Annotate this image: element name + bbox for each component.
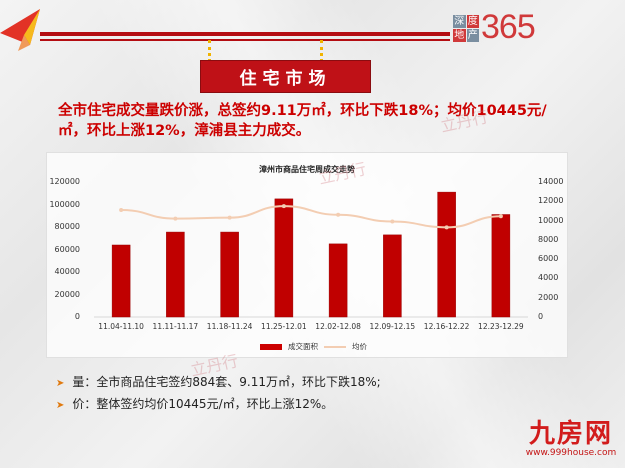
x-tick: 11.18-11.24 xyxy=(206,322,253,331)
brand-logo: 九房网 www.999house.com xyxy=(520,420,622,458)
line-marker xyxy=(227,215,232,220)
line-marker xyxy=(444,225,449,230)
bar xyxy=(437,191,456,318)
y-left-tick: 40000 xyxy=(54,267,80,276)
line-marker xyxy=(173,216,178,221)
y-right-tick: 14000 xyxy=(538,177,564,186)
bar xyxy=(491,214,511,318)
x-tick: 11.25-12.01 xyxy=(261,322,307,331)
arrow-right-icon: ➤ xyxy=(56,400,65,411)
logo-365: 深 度 地 产 365 xyxy=(453,8,623,48)
bullet-text: 价：整体签约均价10445元/㎡，环比上涨12%。 xyxy=(72,397,334,411)
y-right-tick: 0 xyxy=(538,312,544,321)
header-rule xyxy=(40,32,450,41)
y-left-tick: 100000 xyxy=(49,199,80,209)
legend-label-area: 成交面积 xyxy=(288,342,318,351)
y-left-tick: 120000 xyxy=(49,177,80,186)
legend-bar-swatch xyxy=(260,343,282,350)
headline: 全市住宅成交量跌价涨，总签约9.11万㎡，环比下跌18%；均价10445元/㎡，… xyxy=(58,103,547,139)
logo-number: 365 xyxy=(481,8,536,46)
y-right-tick: 10000 xyxy=(538,215,564,225)
y-right-tick: 6000 xyxy=(538,254,559,264)
brand-name: 九房网 xyxy=(528,419,613,449)
y-left-tick: 0 xyxy=(74,312,80,321)
bar xyxy=(111,244,131,318)
bullet-text: 量：全市商品住宅签约884套、9.11万㎡，环比下跌18%; xyxy=(72,375,381,389)
y-right-tick: 2000 xyxy=(538,292,559,302)
y-right-tick: 4000 xyxy=(538,273,559,283)
line-marker xyxy=(336,212,341,217)
line-marker xyxy=(281,204,286,209)
y-left-tick: 20000 xyxy=(54,289,80,299)
chart-title: 漳州市商品住宅周成交走势 xyxy=(259,165,355,174)
logo-box: 深 度 地 产 xyxy=(453,15,479,42)
brand-url: www.999house.com xyxy=(525,448,617,458)
paper-plane-icon xyxy=(0,9,40,51)
y-left-tick: 80000 xyxy=(54,222,80,231)
bullet-list: ➤ 量：全市商品住宅签约884套、9.11万㎡，环比下跌18%; ➤ 价：整体签约均… xyxy=(56,372,381,416)
x-tick: 12.23-12.29 xyxy=(478,322,524,331)
legend-label-price: 均价 xyxy=(352,342,367,351)
x-tick: 12.16-12.22 xyxy=(423,322,470,331)
line-marker xyxy=(390,219,395,224)
arrow-right-icon: ➤ xyxy=(56,378,65,389)
bullet-item: ➤ 价：整体签约均价10445元/㎡，环比上涨12%。 xyxy=(56,394,381,416)
x-tick: 12.02-12.08 xyxy=(315,322,361,331)
bar xyxy=(328,243,348,318)
line-marker xyxy=(498,214,503,219)
logo-char: 地 xyxy=(453,29,466,42)
bar xyxy=(166,231,185,318)
line-marker xyxy=(119,207,124,212)
bar xyxy=(220,231,239,318)
x-tick: 12.09-12.15 xyxy=(369,322,416,331)
section-title: 住宅市场 xyxy=(200,60,371,93)
bar xyxy=(383,234,402,318)
x-tick: 11.11-11.17 xyxy=(152,322,199,331)
rope-left-icon xyxy=(208,40,212,62)
chart-legend: 成交面积 均价 xyxy=(260,341,367,352)
rope-right-icon xyxy=(320,40,324,62)
chart-panel: 漳州市商品住宅周成交走势 xyxy=(46,152,568,358)
logo-char: 深 xyxy=(453,15,466,28)
logo-char: 度 xyxy=(466,15,479,28)
y-left-tick: 60000 xyxy=(54,244,80,254)
y-right-tick: 12000 xyxy=(538,196,564,206)
bullet-item: ➤ 量：全市商品住宅签约884套、9.11万㎡，环比下跌18%; xyxy=(56,372,381,394)
x-tick: 11.04-11.10 xyxy=(98,322,144,331)
logo-char: 产 xyxy=(466,29,479,42)
y-right-tick: 8000 xyxy=(538,234,559,244)
bar xyxy=(274,198,294,318)
legend-line-swatch xyxy=(324,345,346,348)
